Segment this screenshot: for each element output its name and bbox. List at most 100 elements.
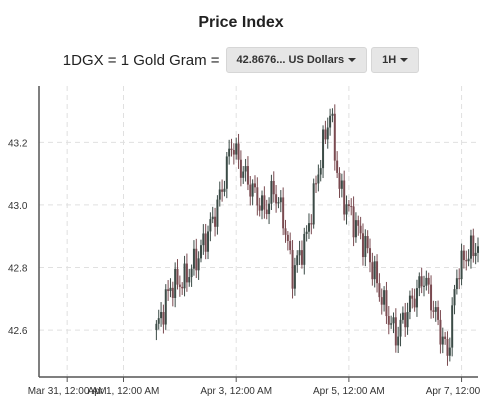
candle-body [232,150,235,155]
candle-body [383,290,386,305]
candle-body [216,199,219,227]
chevron-down-icon [348,58,357,62]
candle-body [235,143,238,155]
candle-body [340,180,343,189]
candle-body [167,289,170,291]
candle-body [462,250,465,261]
candle-body [397,336,400,346]
candle-body [425,277,428,286]
currency-value-dropdown[interactable]: 42.8676... US Dollars [225,47,368,73]
candle-body [338,172,341,189]
candle-body [319,168,322,175]
candle-body [291,250,294,289]
interval-dropdown[interactable]: 1H [371,47,420,73]
candle-body [390,323,393,325]
interval-label: 1H [382,54,397,66]
candle-body [366,236,369,249]
y-tick-label: 43.2 [8,138,28,149]
candle-body [432,310,435,312]
candle-body [214,216,217,227]
candle-body [352,206,355,238]
candle-body [430,284,433,311]
candle-body [399,319,402,337]
candle-body [446,338,449,356]
candle-body [439,319,442,345]
candle-body [401,312,404,320]
candle-body [434,307,437,312]
candle-body [272,180,275,195]
candle-body [270,180,273,204]
candle-body [394,317,397,346]
candle-body [357,220,360,226]
candle-body [322,129,325,169]
candle-body [324,129,327,140]
candle-body [354,220,357,238]
candle-body [303,233,306,265]
candle-body [326,127,329,140]
candle-body [373,261,376,280]
candle-body [263,195,266,210]
candle-body [371,262,374,280]
candle-body [453,289,456,306]
candle-body [225,156,228,189]
candle-body [162,312,165,325]
conversion-label: 1DGX = 1 Gold Gram = [62,51,220,69]
candle-body [183,263,186,289]
candle-body [195,248,198,271]
candle-body [296,255,299,266]
candle-body [178,284,181,287]
candle-body [286,234,289,241]
candle-body [469,235,472,259]
candle-body [392,317,395,324]
candle-body [376,261,379,284]
candle-body [176,268,179,285]
candle-body [284,228,287,235]
candle-body [279,197,282,203]
candle-body [378,283,381,298]
candle-body [329,115,332,128]
candle-body [455,278,458,290]
candle-body [336,160,339,173]
x-tick-label: Mar 31, 12:00 AM [28,386,107,397]
candle-body [448,347,451,356]
candle-body [315,183,318,185]
candle-body [364,236,367,258]
candle-body [251,183,254,197]
candle-body [385,290,388,317]
candle-body [472,235,475,257]
candle-body [192,248,195,269]
candle-body [467,258,470,262]
candle-body [369,248,372,263]
candle-body [199,245,202,259]
candle-body [408,295,411,312]
x-tick-label: Apr 5, 12:00 AM [313,386,385,397]
candle-body [418,276,421,289]
candle-body [181,286,184,289]
candle-body [169,287,172,291]
candle-body [289,240,292,251]
candle-body [359,225,362,234]
candle-body [164,289,167,325]
candle-body [437,307,440,320]
y-tick-label: 43.0 [8,201,28,212]
candle-body [310,223,313,225]
candle-body [256,187,259,206]
candle-body [444,336,447,339]
candle-body [331,113,334,116]
candle-body [282,197,285,229]
candle-body [477,246,479,253]
currency-value-label: 42.8676... US Dollars [236,54,345,66]
candle-body [268,203,271,215]
candle-body [420,276,423,287]
candle-body [258,205,261,211]
candle-body [265,209,268,215]
candle-body [157,318,160,324]
y-tick-label: 42.6 [8,326,28,337]
x-tick-label: Apr 7, 12:00 AM [426,386,482,397]
candle-body [190,268,193,278]
candle-body [211,216,214,220]
candle-body [317,174,320,184]
candle-body [474,252,477,257]
candle-body [188,277,191,283]
